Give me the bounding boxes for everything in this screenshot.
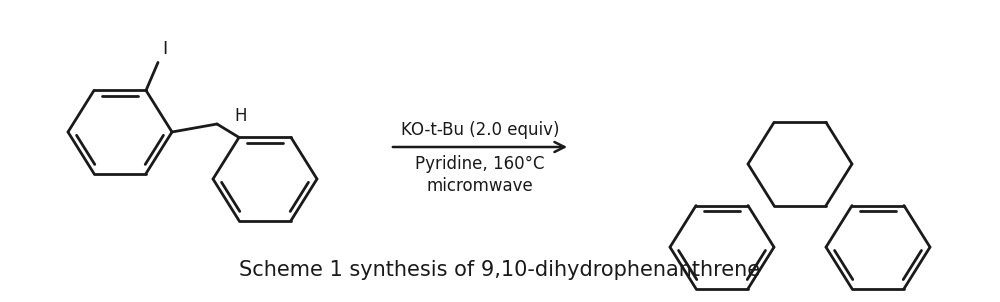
- Text: Scheme 1 synthesis of 9,10-dihydrophenanthrene: Scheme 1 synthesis of 9,10-dihydrophenan…: [239, 260, 761, 280]
- Text: Pyridine, 160°C: Pyridine, 160°C: [415, 155, 545, 173]
- Text: KO-t-Bu (2.0 equiv): KO-t-Bu (2.0 equiv): [401, 121, 559, 139]
- Text: I: I: [162, 40, 167, 58]
- Text: micromwave: micromwave: [427, 177, 533, 195]
- Text: H: H: [235, 108, 247, 125]
